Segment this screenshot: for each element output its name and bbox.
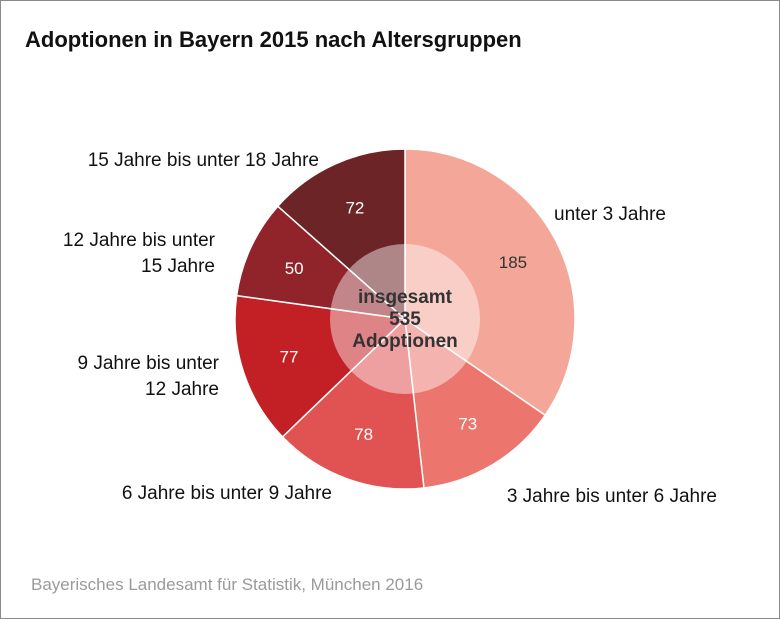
slice-category-label: unter 3 Jahre: [554, 204, 666, 225]
slice-category-label: 12 Jahre: [145, 379, 219, 400]
slice-value-label: 185: [499, 253, 527, 272]
pie-slice-4: [234, 294, 407, 438]
slice-value-label: 78: [354, 425, 373, 444]
center-total-label: 535: [389, 309, 421, 330]
center-total-label: insgesamt: [358, 287, 453, 308]
pie-slice-6: [276, 148, 406, 321]
pie-slice-1: [404, 148, 576, 417]
slice-category-label: 15 Jahre bis unter 18 Jahre: [88, 150, 319, 171]
slice-category-label: 3 Jahre bis unter 6 Jahre: [507, 486, 717, 507]
slice-value-label: 77: [280, 348, 299, 367]
slice-value-label: 50: [285, 259, 304, 278]
pie-slice-5: [235, 205, 408, 321]
slice-category-label: 12 Jahre bis unter: [63, 230, 216, 251]
source-note: Bayerisches Landesamt für Statistik, Mün…: [31, 575, 424, 594]
center-total-label: Adoptionen: [352, 331, 458, 352]
slice-category-label: 15 Jahre: [141, 256, 215, 277]
slice-category-label: 9 Jahre bis unter: [77, 353, 219, 374]
slice-value-label: 73: [458, 415, 477, 434]
chart-title: Adoptionen in Bayern 2015 nach Altersgru…: [25, 27, 522, 52]
pie-slice-3: [281, 317, 425, 490]
pie-slice-2: [404, 317, 547, 489]
center-circle: [330, 244, 480, 394]
slice-category-label: 6 Jahre bis unter 9 Jahre: [122, 483, 332, 504]
slice-value-label: 72: [345, 199, 364, 218]
